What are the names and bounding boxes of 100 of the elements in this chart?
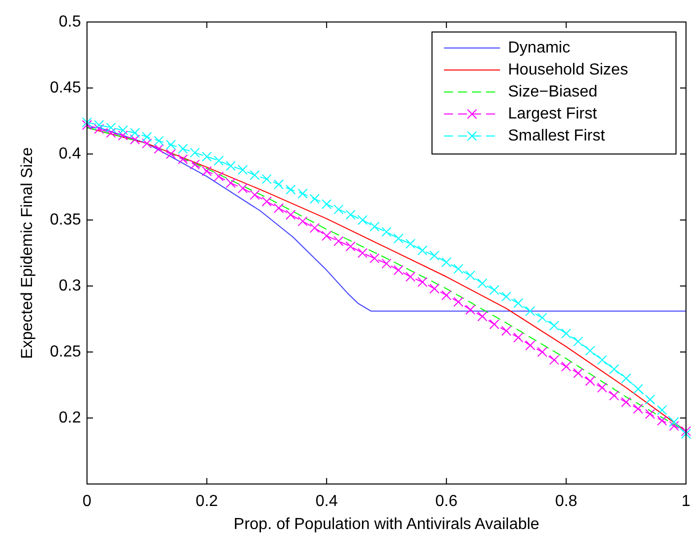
point: [525, 306, 536, 316]
point: [166, 149, 176, 159]
point: [561, 362, 572, 372]
point: [405, 272, 416, 282]
point: [226, 160, 236, 171]
point: [238, 183, 248, 194]
line-series: [86, 127, 686, 312]
point: [609, 390, 620, 401]
point: [334, 204, 344, 214]
point: [549, 320, 560, 331]
point: [429, 284, 440, 294]
point: [621, 373, 632, 384]
point: [82, 117, 92, 128]
legend-label: Household Sizes: [508, 62, 628, 78]
y-tick-label: 0.2: [58, 410, 82, 426]
point: [573, 368, 584, 378]
point: [453, 296, 464, 307]
point: [310, 222, 320, 233]
point: [585, 346, 596, 356]
point: [597, 354, 608, 365]
point: [214, 171, 224, 182]
point: [286, 184, 296, 195]
point: [310, 194, 320, 204]
point: [573, 336, 584, 346]
point: [334, 236, 344, 246]
legend-label: Size−Biased: [508, 84, 598, 100]
x-tick-label: 0.2: [196, 493, 218, 510]
point: [322, 230, 332, 241]
legend-label: Largest First: [508, 106, 598, 122]
point: [346, 210, 356, 220]
y-tick-label: 0.45: [50, 80, 82, 96]
point: [441, 257, 452, 268]
point: [417, 277, 428, 288]
point: [681, 428, 691, 439]
point: [633, 384, 644, 394]
point: [477, 278, 488, 288]
point: [465, 304, 476, 315]
point: [82, 120, 92, 130]
legend-label: Dynamic: [508, 40, 570, 56]
point: [262, 196, 272, 207]
point: [322, 199, 332, 210]
point: [178, 154, 188, 164]
y-tick-label: 0.25: [50, 344, 82, 360]
point: [477, 311, 488, 322]
point: [429, 250, 440, 261]
point: [142, 132, 152, 142]
point: [501, 292, 512, 302]
point: [393, 265, 404, 276]
point: [645, 394, 656, 405]
point: [202, 166, 212, 176]
point: [405, 238, 416, 249]
point: [489, 319, 500, 330]
point: [393, 233, 404, 244]
point: [657, 416, 668, 426]
point: [370, 253, 380, 264]
point: [154, 144, 164, 154]
point: [645, 409, 656, 420]
point: [382, 258, 392, 269]
point: [669, 416, 680, 427]
point: [465, 270, 476, 280]
x-tick-label: 0.4: [315, 493, 338, 510]
point: [417, 245, 428, 256]
point: [202, 152, 212, 162]
point: [525, 340, 536, 350]
point: [94, 124, 104, 134]
point: [537, 347, 548, 357]
y-tick-label: 0.3: [58, 278, 82, 294]
x-tick-label: 0.6: [435, 493, 458, 510]
point: [118, 125, 128, 136]
point: [250, 170, 260, 180]
point: [513, 298, 524, 308]
point: [262, 174, 272, 184]
point: [633, 404, 644, 414]
point: [358, 248, 368, 258]
point: [166, 140, 176, 150]
x-tick-label: 0: [82, 493, 92, 510]
point: [537, 312, 548, 323]
point: [142, 138, 152, 148]
point: [453, 264, 464, 274]
y-tick-label: 0.35: [50, 212, 82, 228]
point: [94, 120, 104, 130]
point: [513, 332, 524, 342]
y-tick-label: 0.5: [58, 14, 82, 30]
point: [382, 226, 392, 237]
point: [501, 326, 512, 336]
point: [346, 241, 356, 252]
point: [106, 128, 116, 138]
point: [250, 190, 260, 200]
point: [130, 134, 140, 144]
point: [597, 382, 608, 393]
point: [178, 144, 188, 154]
point: [274, 203, 284, 214]
legend-label: Smallest First: [508, 128, 606, 144]
point: [621, 397, 632, 408]
point: [286, 210, 296, 220]
point: [106, 122, 116, 133]
point: [118, 130, 128, 141]
point: [609, 364, 620, 374]
point: [190, 148, 200, 158]
point: [190, 160, 200, 170]
